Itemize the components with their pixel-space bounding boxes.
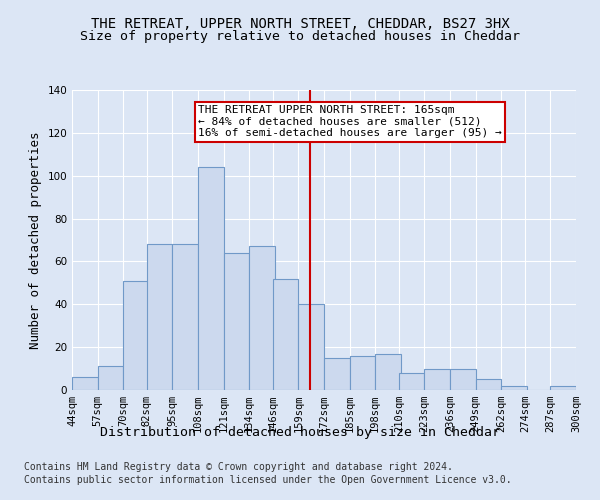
Text: Size of property relative to detached houses in Cheddar: Size of property relative to detached ho… (80, 30, 520, 43)
Bar (298, 304, 324, 390)
Bar (450, 368, 476, 390)
Bar (424, 368, 450, 390)
Bar (350, 356, 375, 390)
Text: Distribution of detached houses by size in Cheddar: Distribution of detached houses by size … (100, 426, 500, 439)
Bar (198, 167, 224, 390)
Y-axis label: Number of detached properties: Number of detached properties (29, 131, 42, 349)
Bar (324, 358, 350, 390)
Bar (399, 373, 424, 390)
Bar (123, 280, 149, 390)
Bar (98, 366, 123, 390)
Bar (273, 278, 298, 390)
Bar (147, 244, 172, 390)
Bar (476, 380, 501, 390)
Bar (501, 386, 527, 390)
Bar (172, 244, 198, 390)
Bar (550, 386, 576, 390)
Bar (72, 377, 98, 390)
Text: Contains HM Land Registry data © Crown copyright and database right 2024.: Contains HM Land Registry data © Crown c… (24, 462, 453, 472)
Text: Contains public sector information licensed under the Open Government Licence v3: Contains public sector information licen… (24, 475, 512, 485)
Bar (249, 246, 275, 390)
Text: THE RETREAT, UPPER NORTH STREET, CHEDDAR, BS27 3HX: THE RETREAT, UPPER NORTH STREET, CHEDDAR… (91, 18, 509, 32)
Text: THE RETREAT UPPER NORTH STREET: 165sqm
← 84% of detached houses are smaller (512: THE RETREAT UPPER NORTH STREET: 165sqm ←… (198, 105, 502, 138)
Bar (375, 354, 401, 390)
Bar (224, 253, 249, 390)
